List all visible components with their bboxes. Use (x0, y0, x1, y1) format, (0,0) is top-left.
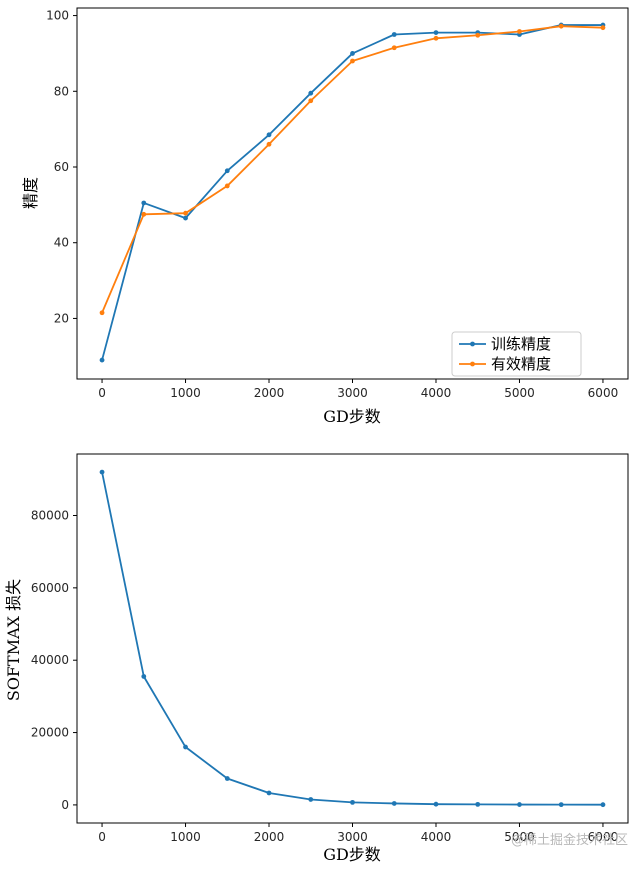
x-tick-label-3000: 3000 (337, 830, 368, 844)
y-tick-label-80: 80 (54, 84, 69, 98)
x-tick-label-1000: 1000 (170, 830, 201, 844)
x-tick-label-4000: 4000 (421, 830, 452, 844)
chart-marks (99, 469, 606, 808)
y-tick-label-40: 40 (54, 236, 69, 250)
series-0-point-2 (183, 215, 188, 221)
axis-ticks: 0 1000 2000 3000 4000 5000 6000020000400006000… (31, 509, 618, 845)
series-0-point-4 (266, 132, 272, 138)
x-tick-label-3000: 3000 (337, 386, 368, 400)
series-0-point-5 (308, 797, 314, 802)
y-tick-label-20000: 20000 (31, 726, 69, 740)
x-axis-label: GD步数 (323, 845, 381, 864)
series-1-point-12 (600, 25, 606, 31)
series-0-point-4 (266, 790, 272, 796)
series-0-point-6 (350, 51, 355, 56)
series-1-point-10 (517, 29, 522, 34)
series-0-point-3 (224, 776, 230, 781)
plot-frame (76, 7, 629, 380)
accuracy-chart: 0 1000 2000 3000 4000 5000 6000 20 40 60 80 100 GD步… (21, 7, 629, 426)
series-0-point-8 (433, 801, 439, 807)
y-tick-label-0: 0 (61, 798, 69, 812)
x-tick-label-0: 0 (98, 386, 106, 400)
axis-ticks: 0 1000 2000 3000 4000 5000 6000 20 40 60 80 100 (46, 9, 618, 400)
series-0-point-9 (475, 801, 481, 807)
legend: 训练精度 有效精度 (451, 331, 582, 377)
series-0-point-3 (224, 168, 230, 174)
legend-label-train: 训练精度 (491, 335, 551, 353)
series-1-point-8 (433, 35, 439, 41)
x-tick-label-5000: 5000 (504, 386, 535, 400)
x-axis-label: GD步数 (323, 407, 381, 426)
legend-marker-train (470, 341, 475, 347)
series-0-point-0 (99, 357, 105, 363)
series-1-point-5 (308, 98, 314, 104)
y-tick-label-80000: 80000 (31, 509, 69, 523)
y-axis-label: SOFTMAX 损失 (4, 579, 23, 701)
x-tick-label-4000: 4000 (421, 386, 452, 400)
series-0-point-2 (183, 744, 188, 750)
series-0-point-7 (391, 32, 397, 37)
legend-marker-valid (470, 361, 475, 367)
series-1-point-4 (266, 141, 272, 147)
x-tick-label-0: 0 (98, 830, 106, 844)
series-0-point-6 (350, 799, 355, 805)
legend-box (451, 331, 582, 377)
y-tick-label-60: 60 (54, 160, 69, 174)
y-tick-label-100: 100 (46, 9, 69, 23)
series-0-point-7 (391, 801, 397, 806)
series-1-point-3 (224, 183, 230, 189)
series-1-point-2 (183, 210, 188, 216)
series-0-point-11 (558, 802, 564, 808)
series-1-point-0 (99, 310, 105, 316)
x-tick-label-6000: 6000 (588, 386, 619, 400)
x-tick-label-2000: 2000 (254, 830, 285, 844)
x-tick-label-5000: 5000 (504, 830, 535, 844)
series-1-point-1 (141, 211, 147, 217)
x-tick-label-2000: 2000 (254, 386, 285, 400)
plot-frame (76, 453, 629, 824)
y-tick-label-60000: 60000 (31, 581, 69, 595)
x-tick-label-1000: 1000 (170, 386, 201, 400)
y-axis-label: 精度 (21, 177, 40, 209)
series-0-point-12 (600, 802, 606, 808)
series-0-point-8 (433, 30, 439, 36)
legend-label-valid: 有效精度 (491, 355, 551, 373)
series-1-point-9 (475, 32, 481, 38)
y-tick-label-20: 20 (54, 311, 69, 325)
series-1-point-6 (350, 58, 355, 64)
x-tick-label-6000: 6000 (588, 830, 619, 844)
series-1-point-7 (391, 45, 397, 51)
series-1-point-11 (558, 23, 564, 29)
y-tick-label-40000: 40000 (31, 653, 69, 667)
series-0-point-5 (308, 90, 314, 96)
series-0-point-1 (141, 674, 147, 679)
chart-marks (99, 22, 606, 363)
loss-chart: 0 1000 2000 3000 4000 5000 6000020000400006000… (4, 453, 629, 864)
watermark: @稀土掘金技术社区 (511, 832, 628, 848)
series-0-point-1 (141, 200, 147, 206)
series-0-point-10 (517, 802, 522, 807)
series-0-point-0 (99, 469, 105, 475)
